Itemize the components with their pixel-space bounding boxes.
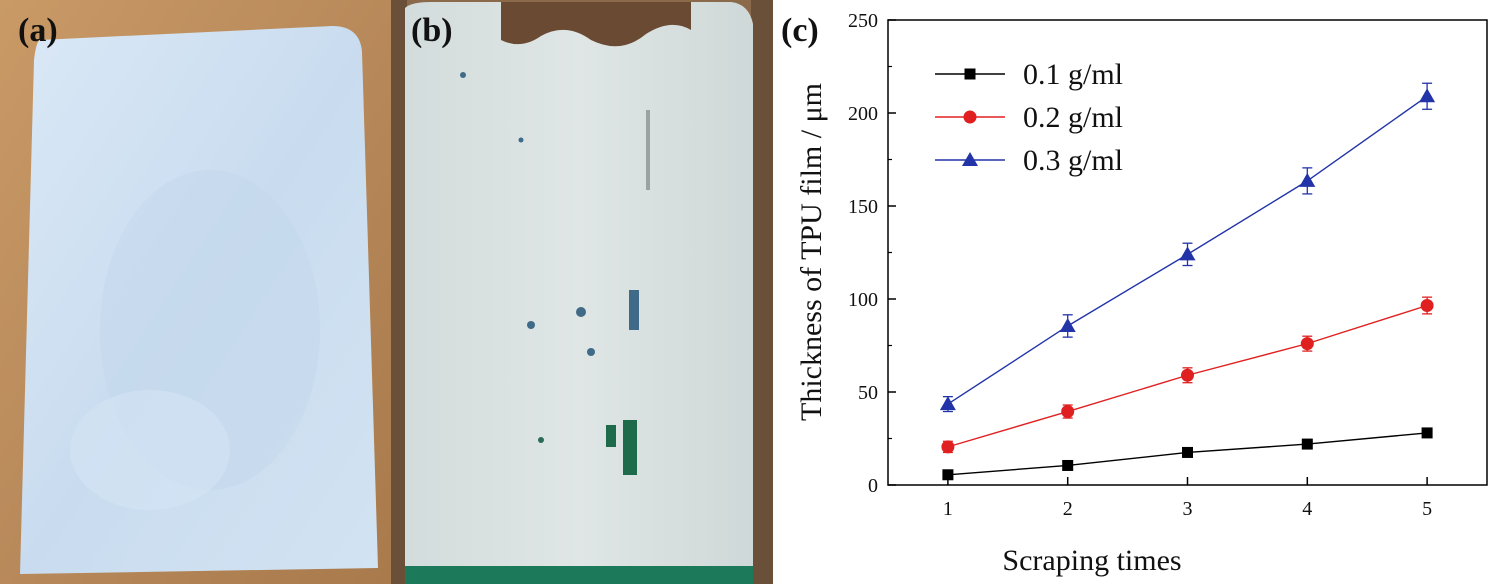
y-tick-label: 0 (868, 475, 878, 497)
panel-label-b: (b) (411, 12, 453, 49)
panel-label-a: (a) (18, 12, 58, 49)
data-point (1421, 427, 1433, 439)
x-tick-label: 2 (1063, 498, 1073, 520)
legend-marker (963, 110, 977, 124)
x-tick-label: 5 (1422, 498, 1432, 520)
legend-label: 0.3 g/ml (1023, 144, 1123, 177)
y-tick-label: 50 (858, 382, 878, 404)
x-tick-label: 1 (943, 498, 953, 520)
panel-b-photo: (b) (391, 0, 773, 584)
x-tick-label: 4 (1302, 498, 1312, 520)
panel-c-chart: 0 50 100 150 200 250 1 2 3 4 5 0.1 g/ml 0.2 g/ml 0.3 … (773, 0, 1500, 584)
thickness-line-chart: 0 50 100 150 200 250 1 2 3 4 5 0.1 g/ml 0.2 g/ml 0.3 … (795, 10, 1488, 577)
data-point (1181, 368, 1194, 382)
data-point (1301, 438, 1313, 450)
legend-label: 0.2 g/ml (1023, 101, 1123, 134)
data-point (941, 440, 955, 454)
y-axis-title: Thickness of TPU film / μm (795, 83, 828, 421)
data-point (1179, 246, 1196, 261)
data-point (1059, 317, 1076, 332)
data-point (1061, 405, 1075, 419)
scratch-marks (460, 72, 650, 475)
y-tick-label: 200 (848, 103, 878, 125)
legend-marker (962, 152, 978, 166)
legend-label: 0.1 g/ml (1023, 58, 1123, 91)
x-tick-label: 3 (1183, 498, 1193, 520)
data-point (939, 396, 956, 411)
data-point (942, 469, 954, 481)
x-axis-title: Scraping times (1002, 544, 1181, 577)
data-point (1299, 172, 1316, 187)
y-tick-label: 100 (848, 289, 878, 311)
data-point (1182, 446, 1193, 458)
scraped-plate-photo (391, 0, 773, 584)
data-point (1419, 88, 1436, 103)
panel-label-c: (c) (781, 12, 819, 49)
y-tick-label: 250 (848, 10, 878, 32)
panel-a-photo: (a) (0, 0, 391, 584)
legend-marker (964, 68, 976, 80)
data-point (1062, 459, 1074, 471)
y-tick-label: 150 (848, 196, 878, 218)
data-point (1300, 337, 1314, 351)
data-point (1420, 299, 1434, 313)
coated-plate-photo (0, 0, 391, 584)
